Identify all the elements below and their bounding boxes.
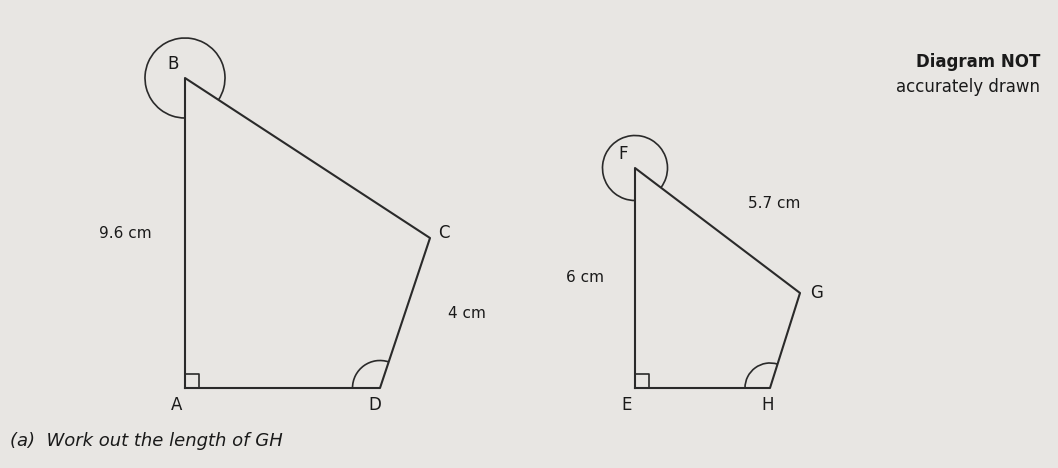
Text: G: G	[810, 284, 823, 302]
Text: A: A	[171, 396, 183, 414]
Text: Diagram NOT: Diagram NOT	[915, 53, 1040, 71]
Text: D: D	[368, 396, 382, 414]
Text: C: C	[438, 224, 450, 242]
Text: 5.7 cm: 5.7 cm	[748, 196, 800, 211]
Text: B: B	[167, 55, 179, 73]
Text: 6 cm: 6 cm	[566, 271, 604, 285]
Text: 4 cm: 4 cm	[448, 306, 486, 321]
Text: 9.6 cm: 9.6 cm	[98, 226, 151, 241]
Text: F: F	[618, 145, 627, 163]
Text: (a)  Work out the length of GH: (a) Work out the length of GH	[10, 432, 282, 450]
Text: accurately drawn: accurately drawn	[896, 78, 1040, 96]
Text: E: E	[622, 396, 633, 414]
Text: H: H	[762, 396, 774, 414]
